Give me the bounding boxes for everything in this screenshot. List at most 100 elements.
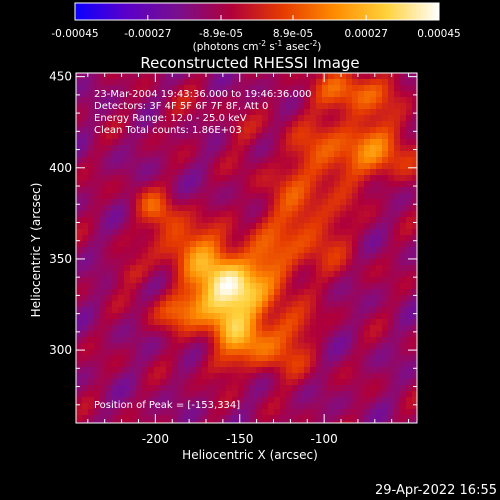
heatmap-cell bbox=[214, 397, 221, 404]
heatmap-cell bbox=[82, 211, 89, 218]
heatmap-cell bbox=[214, 133, 221, 140]
heatmap-cell bbox=[322, 73, 329, 80]
heatmap-cell bbox=[304, 355, 311, 362]
heatmap-cell bbox=[316, 151, 323, 158]
heatmap-cell bbox=[190, 97, 197, 104]
heatmap-cell bbox=[274, 169, 281, 176]
heatmap-cell bbox=[130, 343, 137, 350]
heatmap-cell bbox=[340, 289, 347, 296]
heatmap-cell bbox=[106, 259, 113, 266]
heatmap-cell bbox=[136, 403, 143, 410]
heatmap-cell bbox=[394, 277, 401, 284]
heatmap-cell bbox=[304, 379, 311, 386]
heatmap-cell bbox=[346, 181, 353, 188]
heatmap-cell bbox=[394, 217, 401, 224]
heatmap-cell bbox=[406, 307, 413, 314]
heatmap-cell bbox=[142, 97, 149, 104]
heatmap-cell bbox=[346, 307, 353, 314]
heatmap-cell bbox=[214, 169, 221, 176]
heatmap-cell bbox=[382, 307, 389, 314]
heatmap-cell bbox=[76, 391, 83, 398]
heatmap-cell bbox=[310, 145, 317, 152]
heatmap-cell bbox=[190, 277, 197, 284]
heatmap-cell bbox=[136, 283, 143, 290]
heatmap-cell bbox=[304, 85, 311, 92]
heatmap-cell bbox=[406, 409, 413, 416]
heatmap-cell bbox=[298, 289, 305, 296]
heatmap-cell bbox=[274, 85, 281, 92]
heatmap-cell bbox=[328, 307, 335, 314]
heatmap-cell bbox=[412, 229, 417, 236]
heatmap-cell bbox=[328, 235, 335, 242]
heatmap-cell bbox=[352, 121, 359, 128]
heatmap-cell bbox=[400, 79, 407, 86]
heatmap-cell bbox=[124, 79, 131, 86]
heatmap-cell bbox=[412, 259, 417, 266]
heatmap-cell bbox=[352, 133, 359, 140]
heatmap-cell bbox=[394, 175, 401, 182]
heatmap-cell bbox=[124, 379, 131, 386]
heatmap-cell bbox=[130, 109, 137, 116]
heatmap-cell bbox=[298, 373, 305, 380]
heatmap-cell bbox=[346, 295, 353, 302]
heatmap-cell bbox=[328, 169, 335, 176]
heatmap-cell bbox=[154, 175, 161, 182]
heatmap-cell bbox=[136, 235, 143, 242]
heatmap-cell bbox=[196, 73, 203, 80]
heatmap-cell bbox=[292, 307, 299, 314]
heatmap-cell bbox=[178, 385, 185, 392]
heatmap-cell bbox=[88, 163, 95, 170]
heatmap-cell bbox=[220, 217, 227, 224]
heatmap-cell bbox=[202, 337, 209, 344]
heatmap-cell bbox=[400, 169, 407, 176]
heatmap-cell bbox=[184, 163, 191, 170]
heatmap-cell bbox=[316, 157, 323, 164]
heatmap-cell bbox=[364, 283, 371, 290]
heatmap-cell bbox=[142, 151, 149, 158]
heatmap-cell bbox=[388, 211, 395, 218]
heatmap-cell bbox=[250, 385, 257, 392]
heatmap-cell bbox=[226, 181, 233, 188]
heatmap-cell bbox=[406, 145, 413, 152]
heatmap-cell bbox=[82, 373, 89, 380]
heatmap-cell bbox=[382, 373, 389, 380]
heatmap-cell bbox=[286, 325, 293, 332]
heatmap-cell bbox=[298, 325, 305, 332]
heatmap-cell bbox=[262, 193, 269, 200]
heatmap-cell bbox=[136, 367, 143, 374]
heatmap-cell bbox=[238, 181, 245, 188]
heatmap-cell bbox=[352, 169, 359, 176]
heatmap-cell bbox=[382, 271, 389, 278]
heatmap-cell bbox=[244, 229, 251, 236]
heatmap-cell bbox=[196, 181, 203, 188]
heatmap-cell bbox=[304, 361, 311, 368]
heatmap-cell bbox=[106, 289, 113, 296]
heatmap-cell bbox=[298, 259, 305, 266]
heatmap-cell bbox=[76, 85, 83, 92]
heatmap-cell bbox=[346, 109, 353, 116]
heatmap-cell bbox=[340, 115, 347, 122]
heatmap-cell bbox=[262, 199, 269, 206]
heatmap-cell bbox=[154, 133, 161, 140]
heatmap-cell bbox=[238, 205, 245, 212]
heatmap-cell bbox=[382, 337, 389, 344]
heatmap-cell bbox=[196, 307, 203, 314]
heatmap-cell bbox=[298, 193, 305, 200]
heatmap-cell bbox=[340, 259, 347, 266]
heatmap-cell bbox=[214, 355, 221, 362]
heatmap-cell bbox=[340, 235, 347, 242]
heatmap-cell bbox=[166, 187, 173, 194]
heatmap-cell bbox=[322, 379, 329, 386]
heatmap-cell bbox=[268, 337, 275, 344]
heatmap-cell bbox=[154, 211, 161, 218]
heatmap-cell bbox=[382, 169, 389, 176]
heatmap-cell bbox=[376, 271, 383, 278]
heatmap-cell bbox=[322, 325, 329, 332]
heatmap-cell bbox=[352, 181, 359, 188]
heatmap-cell bbox=[334, 397, 341, 404]
heatmap-cell bbox=[304, 331, 311, 338]
heatmap-cell bbox=[286, 217, 293, 224]
heatmap-cell bbox=[214, 181, 221, 188]
heatmap-cell bbox=[292, 175, 299, 182]
